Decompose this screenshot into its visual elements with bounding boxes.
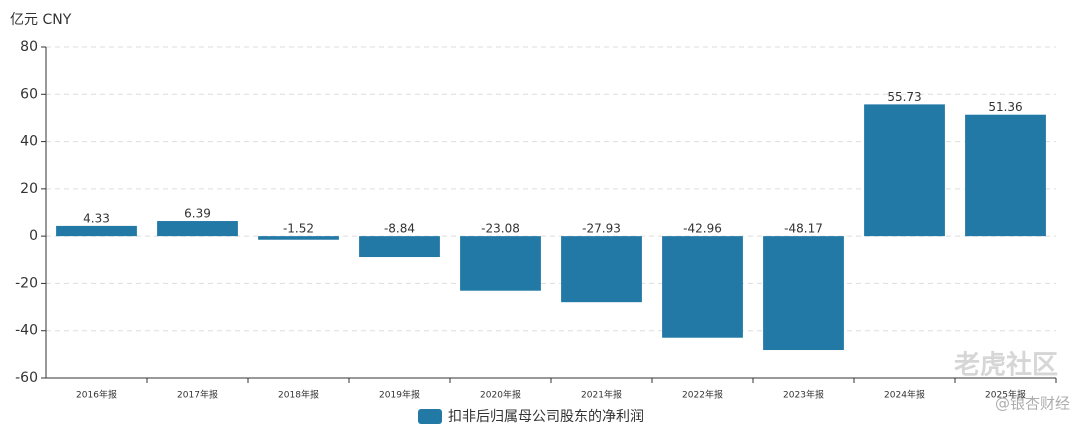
bar — [662, 236, 743, 338]
x-tick-label: 2021年报 — [581, 389, 622, 401]
bar — [460, 236, 541, 291]
bar — [56, 225, 137, 237]
y-tick-label: 0 — [29, 228, 38, 244]
value-label: -27.93 — [582, 222, 621, 236]
x-tick-label: 2018年报 — [278, 389, 319, 401]
bar — [359, 236, 440, 258]
x-tick-label: 2016年报 — [76, 389, 117, 401]
legend-swatch — [418, 409, 442, 424]
value-label: 55.73 — [887, 90, 921, 104]
bar — [258, 236, 339, 240]
watermark: 老虎社区 — [954, 350, 1058, 381]
bar — [561, 236, 642, 303]
value-label: -42.96 — [683, 222, 722, 236]
value-label: -8.84 — [384, 222, 415, 236]
x-tick-label: 2023年报 — [783, 389, 824, 401]
y-tick-label: 80 — [20, 39, 38, 55]
y-tick-label: -60 — [15, 370, 38, 386]
x-tick-label: 2024年报 — [884, 389, 925, 401]
bar — [157, 221, 238, 237]
x-tick-label: 2025年报 — [985, 389, 1026, 401]
watermark: @银杏财经 — [995, 395, 1070, 413]
bar — [965, 114, 1046, 237]
y-tick-label: 60 — [20, 86, 38, 102]
value-label: -48.17 — [784, 222, 823, 236]
value-label: -23.08 — [481, 222, 520, 236]
value-label: 4.33 — [83, 211, 110, 225]
x-tick-label: 2020年报 — [480, 389, 521, 401]
y-tick-label: -40 — [15, 323, 38, 339]
x-tick-label: 2017年报 — [177, 389, 218, 401]
bar — [763, 236, 844, 351]
y-tick-label: 20 — [20, 181, 38, 197]
value-label: 51.36 — [988, 100, 1022, 114]
y-tick-label: -20 — [15, 275, 38, 291]
x-tick-label: 2019年报 — [379, 389, 420, 401]
value-label: -1.52 — [283, 222, 314, 236]
x-tick-label: 2022年报 — [682, 389, 723, 401]
y-tick-label: 40 — [20, 134, 38, 150]
y-unit: 亿元 CNY — [10, 12, 72, 28]
legend-label: 扣非后归属母公司股东的净利润 — [448, 408, 644, 425]
value-label: 6.39 — [184, 207, 211, 221]
bar — [864, 104, 945, 237]
